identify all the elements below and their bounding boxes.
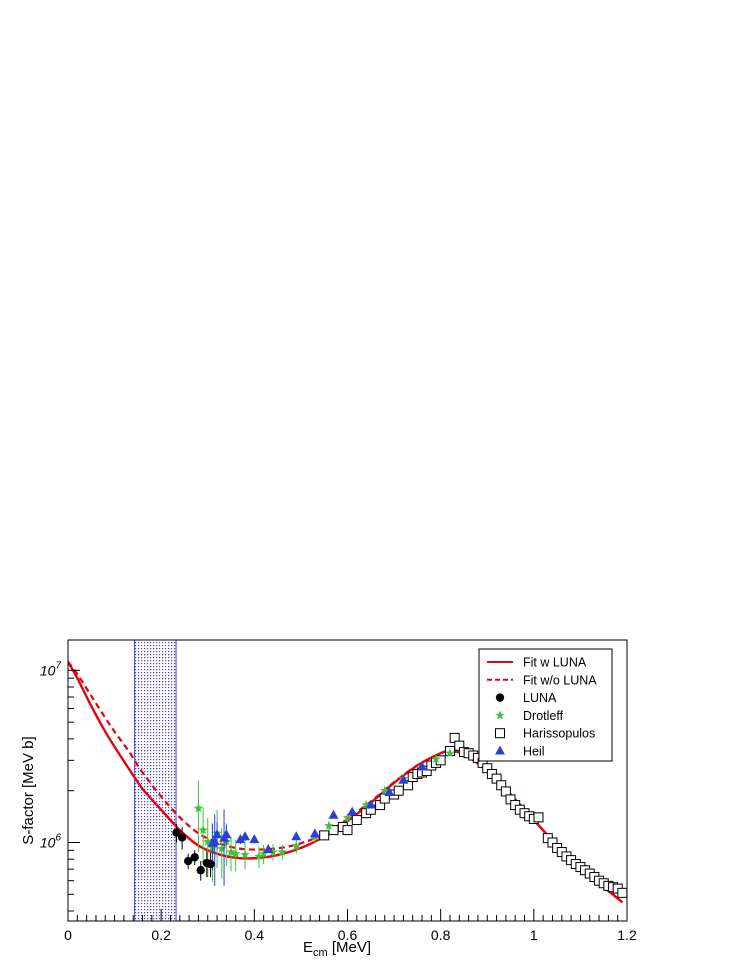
- drotleff-point: [258, 848, 269, 858]
- harissopulos-point: [393, 785, 404, 796]
- drotleff-point: [202, 836, 213, 846]
- x-tick-label: 0.6: [338, 927, 358, 943]
- heil-point: [291, 831, 302, 841]
- heil-point: [417, 761, 428, 771]
- drotleff-point: [198, 825, 208, 835]
- heil-point: [212, 829, 223, 839]
- heil-point: [309, 828, 320, 838]
- heil-point: [384, 787, 395, 797]
- legend-label-fit_w: Fit w LUNA: [523, 656, 587, 670]
- x-tick-label: 0.8: [431, 927, 451, 943]
- drotleff-point: [254, 851, 264, 861]
- heil-point: [263, 844, 274, 854]
- harissopulos-point: [617, 887, 627, 898]
- legend-label-fit_wo: Fit w/o LUNA: [523, 673, 597, 687]
- harissopulos-point: [533, 812, 544, 823]
- harissopulos-point: [319, 830, 330, 841]
- harissopulos-point: [351, 815, 362, 826]
- drotleff-point: [291, 841, 302, 851]
- legend-swatch-luna: [495, 693, 505, 702]
- drotleff-point: [240, 849, 250, 859]
- legend-label-harissopulos: Harissopulos: [523, 727, 595, 741]
- heil-point: [249, 834, 260, 844]
- luna-point: [206, 859, 215, 869]
- drotleff-point: [226, 847, 236, 857]
- legend-swatch-heil: [495, 745, 505, 755]
- drotleff-point: [324, 820, 334, 830]
- drotleff-point: [277, 847, 288, 857]
- y-axis-title: S-factor [MeV b]: [20, 736, 37, 844]
- luna-point: [183, 856, 193, 866]
- legend-swatch-harissopulos: [495, 728, 505, 739]
- harissopulos-point: [342, 825, 353, 836]
- x-tick-label: 1.2: [617, 927, 637, 943]
- luna-point: [190, 853, 199, 862]
- drotleff-point: [268, 847, 278, 857]
- drotleff-point: [431, 754, 441, 764]
- excluded-region-band: [134, 639, 177, 922]
- x-tick-label: 0: [64, 927, 72, 943]
- legend-box: [478, 648, 613, 762]
- drotleff-point: [361, 800, 371, 810]
- y-tick-label: 106: [40, 832, 62, 850]
- heil-point: [240, 831, 251, 841]
- heil-point: [347, 806, 358, 816]
- legend-label-drotleff: Drotleff: [523, 709, 564, 723]
- x-axis-title: Ecm [MeV]: [303, 939, 371, 959]
- drotleff-point: [230, 848, 241, 858]
- luna-point: [172, 828, 181, 837]
- heil-point: [328, 809, 339, 819]
- x-tick-label: 1: [530, 927, 538, 943]
- drotleff-point: [193, 803, 204, 813]
- drotleff-point: [380, 785, 390, 795]
- heil-point: [221, 829, 232, 839]
- drotleff-point: [342, 812, 353, 822]
- heil-point: [398, 774, 409, 784]
- x-tick-label: 0.4: [245, 927, 265, 943]
- heil-point: [235, 834, 246, 844]
- heil-point: [365, 799, 376, 809]
- legend-label-luna: LUNA: [523, 691, 557, 705]
- luna-point: [196, 866, 205, 875]
- legend-swatch-drotleff: [495, 710, 505, 720]
- y-tick-label: 107: [40, 660, 62, 678]
- drotleff-point: [445, 748, 455, 758]
- x-tick-label: 0.2: [151, 927, 171, 943]
- luna-point: [177, 833, 187, 842]
- drotleff-point: [216, 843, 227, 853]
- legend-label-heil: Heil: [523, 745, 545, 759]
